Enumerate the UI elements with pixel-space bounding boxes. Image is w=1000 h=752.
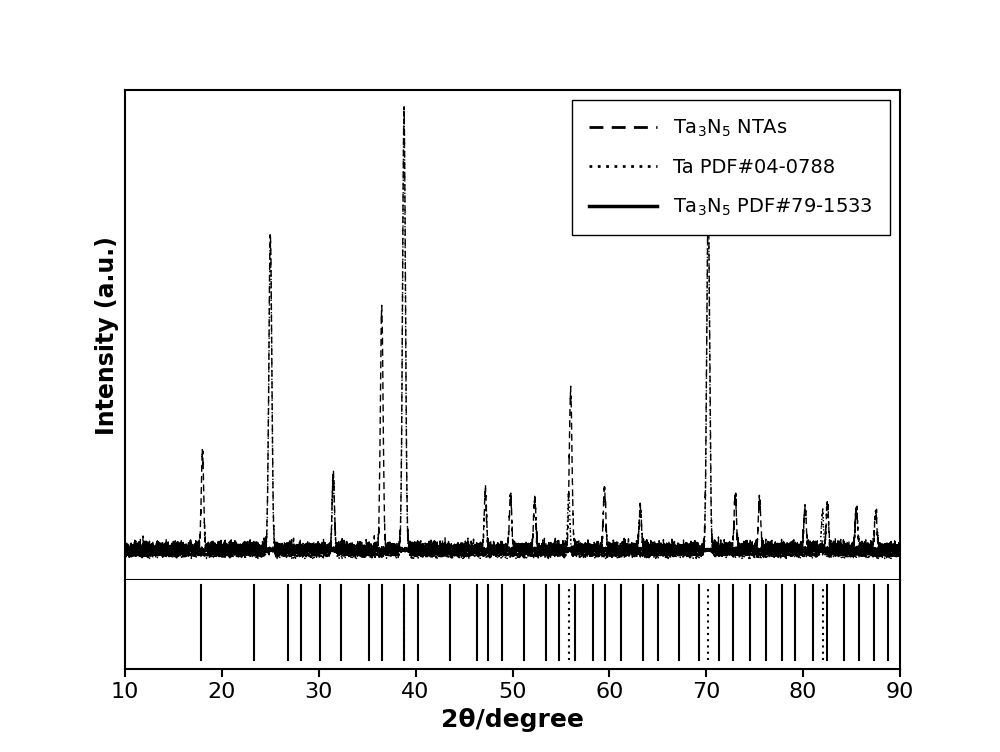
Legend: Ta$_3$N$_5$ NTAs, Ta PDF#04-0788, Ta$_3$N$_5$ PDF#79-1533: Ta$_3$N$_5$ NTAs, Ta PDF#04-0788, Ta$_3$… (572, 100, 890, 235)
X-axis label: 2θ/degree: 2θ/degree (441, 708, 584, 732)
Y-axis label: Intensity (a.u.): Intensity (a.u.) (95, 236, 119, 435)
